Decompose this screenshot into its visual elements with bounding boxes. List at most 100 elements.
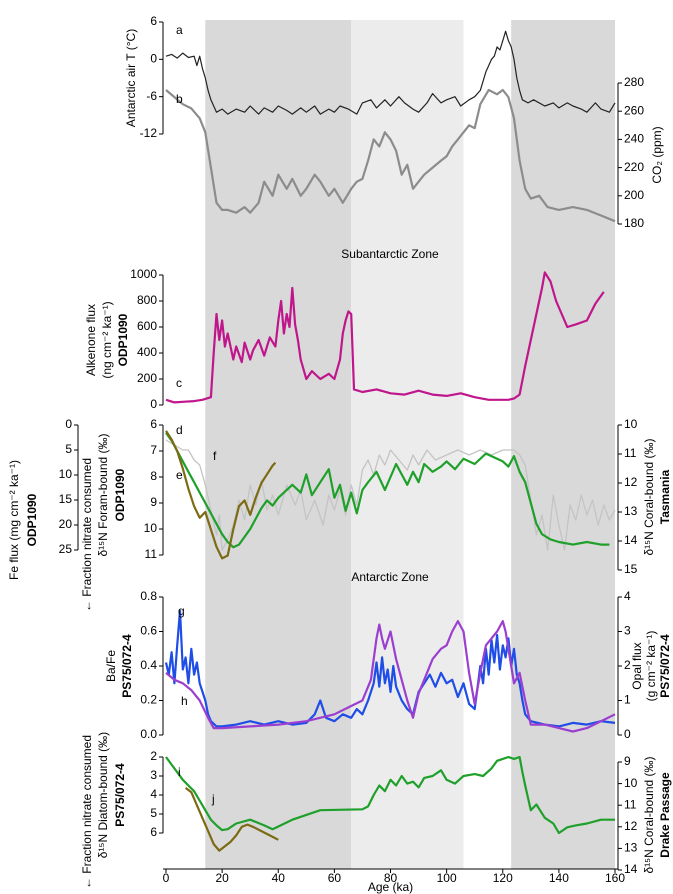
data-line <box>165 430 277 560</box>
x-tick-label: 80 <box>384 871 398 885</box>
y-tick-label: 0 <box>150 52 157 66</box>
x-tick-label: 0 <box>163 871 170 885</box>
y-tick-label: 12 <box>624 819 638 833</box>
y-tick-label: 6 <box>150 825 157 839</box>
x-tick-label: 120 <box>493 871 513 885</box>
y-axis-label: PS75/072-4 <box>120 634 134 698</box>
y-axis-label: Opal flux <box>630 642 644 689</box>
y-tick-label: 14 <box>624 862 638 876</box>
y-tick-label: 10 <box>59 467 73 481</box>
y-axis-label: CO₂ (ppm) <box>650 126 664 183</box>
data-line <box>165 271 605 404</box>
y-axis-label: ODP1090 <box>116 313 130 366</box>
shaded-interval <box>351 20 464 869</box>
y-tick-label: 13 <box>624 841 638 855</box>
y-tick-label: 220 <box>624 160 644 174</box>
series-letter: i <box>178 765 181 779</box>
y-tick-label: 0 <box>150 397 157 411</box>
panel-title: Antarctic Zone <box>351 570 429 584</box>
y-tick-label: 10 <box>624 776 638 790</box>
y-axis-label: (ng cm⁻² ka⁻¹) <box>100 301 114 378</box>
x-tick-label: 160 <box>605 871 625 885</box>
data-line <box>165 432 610 549</box>
y-tick-label: 9 <box>624 754 631 768</box>
series-letter: a <box>176 23 183 37</box>
y-tick-label: 0.0 <box>140 727 157 741</box>
x-tick-label: 40 <box>272 871 286 885</box>
y-tick-label: 25 <box>59 542 73 556</box>
data-line <box>184 787 279 852</box>
y-tick-label: 9 <box>150 495 157 509</box>
y-axis-label: PS75/072-4 <box>658 634 672 698</box>
y-tick-label: 14 <box>624 533 638 547</box>
y-tick-label: 11 <box>624 797 637 811</box>
y-tick-label: 800 <box>137 293 157 307</box>
y-tick-label: 0 <box>624 727 631 741</box>
y-tick-label: 200 <box>624 188 644 202</box>
y-tick-label: 4 <box>624 589 631 603</box>
y-tick-label: 0.4 <box>140 658 157 672</box>
y-tick-label: 11 <box>145 547 158 561</box>
y-tick-label: -6 <box>146 89 157 103</box>
y-tick-label: 12 <box>624 475 638 489</box>
x-tick-label: 140 <box>549 871 569 885</box>
y-tick-label: 0.2 <box>140 693 157 707</box>
y-tick-label: 4 <box>150 787 157 801</box>
series-letter: b <box>176 92 183 106</box>
panel-title: Subantarctic Zone <box>341 247 439 261</box>
y-axis-label: ← Fraction nitrate consumed <box>80 458 94 612</box>
data-line <box>165 755 615 835</box>
y-tick-label: 6 <box>150 14 157 28</box>
series-letter: h <box>181 694 188 708</box>
series-letter: g <box>178 604 185 618</box>
y-tick-label: 2 <box>150 749 157 763</box>
y-tick-label: 10 <box>144 521 158 535</box>
y-tick-label: 0.8 <box>140 589 157 603</box>
series-letter: d <box>176 423 183 437</box>
y-tick-label: 280 <box>624 75 644 89</box>
y-axis-label: Antarctic air T (°C) <box>124 29 138 127</box>
y-tick-label: 200 <box>137 371 157 385</box>
y-tick-label: 1000 <box>130 267 157 281</box>
y-axis-label: δ¹⁵N Diatom-bound (‰) <box>96 732 110 858</box>
y-axis-label: ← Fraction nitrate consumed <box>80 735 94 889</box>
y-axis-label: δ¹⁵N Foram-bound (‰) <box>96 433 110 556</box>
y-axis-label: ODP1090 <box>113 468 127 521</box>
series-letter: j <box>211 792 215 806</box>
y-axis-label: Ba/Fe <box>104 650 118 682</box>
y-tick-label: 2 <box>624 658 631 672</box>
y-tick-label: -12 <box>140 126 158 140</box>
data-line <box>165 30 616 115</box>
y-axis-label: ODP1090 <box>25 493 39 546</box>
y-tick-label: 5 <box>150 806 157 820</box>
data-line <box>165 439 616 551</box>
y-tick-label: 600 <box>137 319 157 333</box>
y-tick-label: 3 <box>624 624 631 638</box>
y-tick-label: 6 <box>150 417 157 431</box>
y-axis-label: δ¹⁵N Coral-bound (‰) <box>642 438 656 555</box>
y-tick-label: 240 <box>624 132 644 146</box>
y-tick-label: 15 <box>624 562 638 576</box>
series-letter: e <box>176 468 183 482</box>
y-tick-label: 180 <box>624 216 644 230</box>
y-axis-label: Fe flux (mg cm⁻² ka⁻¹) <box>7 460 21 580</box>
y-axis-label: Tasmania <box>658 469 672 524</box>
y-tick-label: 10 <box>624 417 638 431</box>
y-tick-label: 8 <box>150 469 157 483</box>
x-axis-label: Age (ka) <box>368 880 413 894</box>
data-line <box>165 620 616 733</box>
y-axis-label: δ¹⁵N Coral-bound (‰) <box>642 756 656 873</box>
y-tick-label: 15 <box>59 492 73 506</box>
y-tick-label: 7 <box>150 443 157 457</box>
y-tick-label: 1 <box>624 693 631 707</box>
shaded-interval <box>511 20 615 869</box>
y-tick-label: 0.6 <box>140 624 157 638</box>
y-tick-label: 11 <box>624 446 637 460</box>
y-tick-label: 260 <box>624 103 644 117</box>
y-axis-label: Alkenone flux <box>84 304 98 376</box>
y-tick-label: 400 <box>137 345 157 359</box>
data-line <box>165 88 616 223</box>
x-tick-label: 60 <box>328 871 342 885</box>
shaded-interval <box>205 20 352 869</box>
